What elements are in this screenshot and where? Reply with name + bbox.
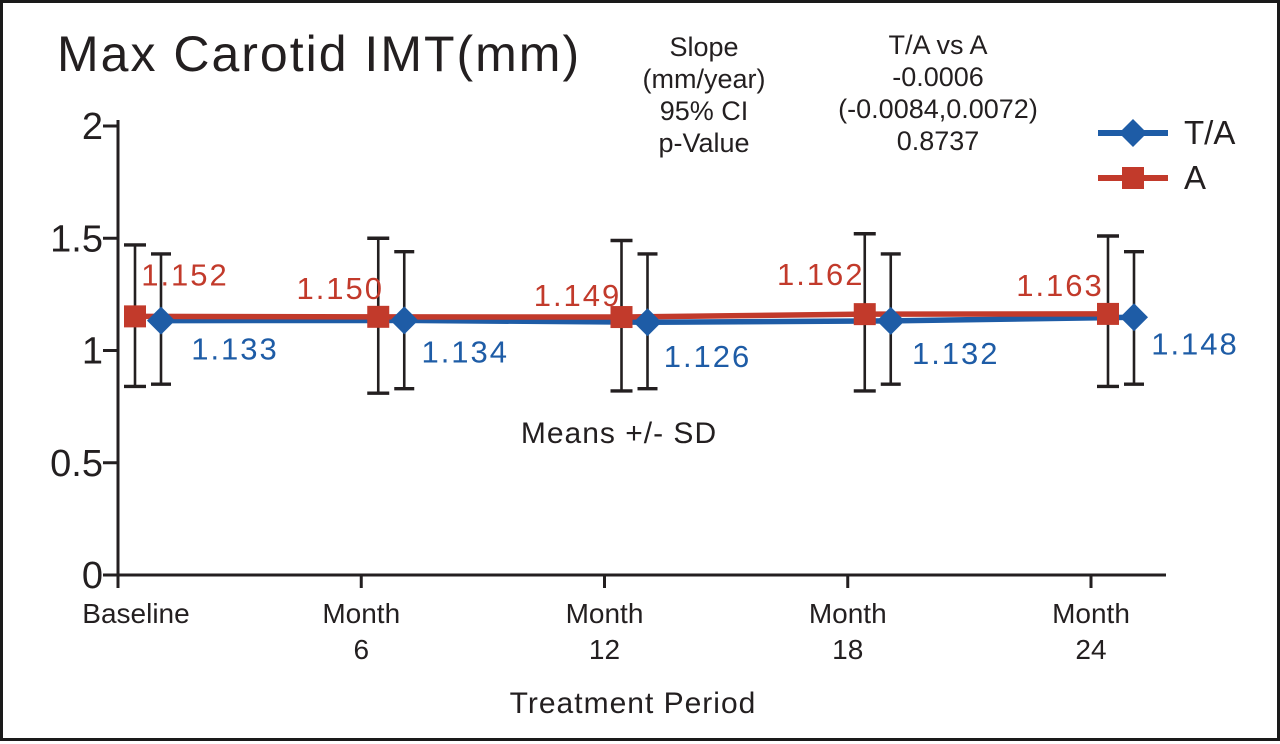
legend-item-ta: T/A — [1096, 114, 1236, 151]
x-tick-label: 24 — [1075, 634, 1106, 665]
legend-label-ta: T/A — [1184, 114, 1236, 151]
data-label: 1.148 — [1151, 326, 1239, 361]
data-label: 1.134 — [421, 334, 509, 369]
marker-square-a — [853, 303, 876, 326]
x-axis-title: Treatment Period — [509, 687, 757, 720]
chart-title: Max Carotid IMT(mm) — [57, 26, 582, 82]
data-label: 1.133 — [191, 332, 279, 367]
error-bar-annotation: Means +/- SD — [520, 417, 718, 450]
plot-area: 0 0.5 1 1.5 2 Baseline Month 6 Month 12 Month 18 Mon… — [50, 106, 1239, 665]
x-tick-label: Month — [809, 598, 887, 629]
y-tick-label: 1 — [82, 331, 103, 373]
data-label: 1.126 — [664, 339, 752, 374]
stats-label-pvalue: p-Value — [658, 128, 750, 158]
y-tick-label: 2 — [82, 106, 103, 148]
data-label: 1.163 — [1016, 268, 1104, 303]
stats-slope-value: -0.0006 — [892, 62, 984, 92]
x-tick-label: Month — [322, 598, 400, 629]
x-tick-label: 6 — [353, 634, 369, 665]
stats-comparison: T/A vs A — [888, 30, 988, 60]
legend: T/A A — [1096, 114, 1236, 196]
legend-label-a: A — [1184, 159, 1207, 196]
data-label: 1.132 — [912, 336, 1000, 371]
marker-square-a — [124, 305, 146, 328]
data-label: 1.150 — [296, 271, 384, 306]
stats-label-slope: Slope — [669, 32, 739, 62]
data-label: 1.149 — [534, 278, 622, 313]
marker-diamond-ta — [1120, 303, 1148, 332]
stats-label-units: (mm/year) — [642, 64, 766, 94]
stats-pvalue-value: 0.8737 — [896, 126, 980, 156]
marker-diamond-ta — [876, 306, 905, 335]
marker-diamond-ta — [390, 306, 419, 335]
x-tick-label: 12 — [589, 634, 620, 665]
legend-item-a: A — [1096, 159, 1235, 196]
y-tick-label: 0 — [82, 555, 103, 597]
data-label: 1.162 — [777, 257, 865, 292]
marker-square-a — [1097, 302, 1119, 325]
marker-diamond-ta — [147, 306, 175, 335]
marker-square-a — [367, 305, 390, 328]
y-tick-label: 0.5 — [50, 443, 103, 485]
legend-marker-a-icon — [1098, 167, 1168, 189]
stats-labels-block: Slope (mm/year) 95% CI p-Value — [604, 31, 804, 159]
legend-marker-ta-icon — [1098, 119, 1168, 147]
data-label: 1.152 — [141, 257, 229, 292]
x-tick-label: 18 — [832, 634, 863, 665]
x-tick-label: Month — [566, 598, 644, 629]
x-tick-label: Month — [1052, 598, 1130, 629]
y-tick-label: 1.5 — [50, 218, 103, 260]
stats-ci-value: (-0.0084,0.0072) — [838, 94, 1038, 124]
marker-diamond-ta — [633, 308, 662, 337]
stats-label-ci: 95% CI — [659, 96, 749, 126]
marker-square-a — [610, 306, 633, 329]
x-tick-label: Baseline — [82, 598, 189, 629]
stats-values-block: T/A vs A -0.0006 (-0.0084,0.0072) 0.8737 — [818, 29, 1058, 157]
